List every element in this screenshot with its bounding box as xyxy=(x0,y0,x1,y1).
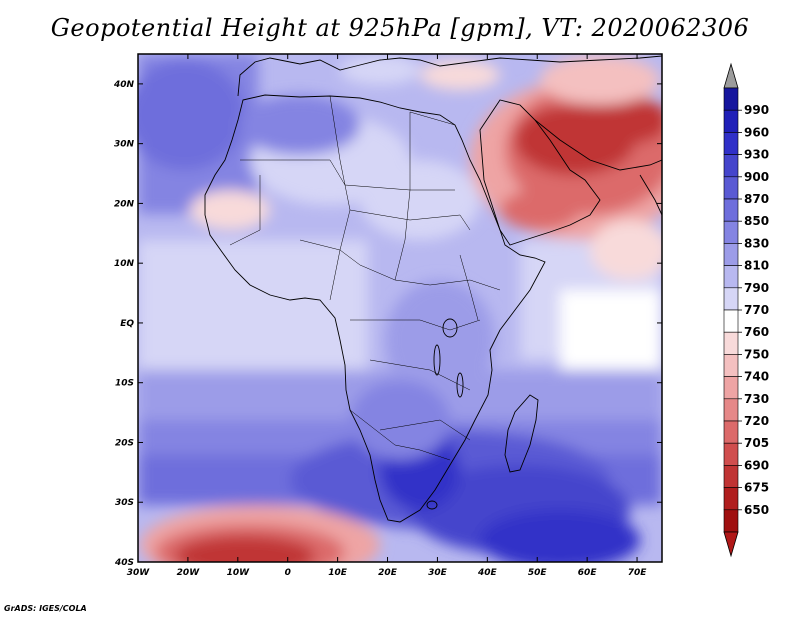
colorbar-label: 790 xyxy=(744,281,769,295)
europe-coastline xyxy=(237,55,662,97)
colorbar-swatch xyxy=(723,109,739,133)
colorbar-label: 730 xyxy=(744,392,769,406)
lakes xyxy=(426,318,464,510)
colorbar-swatch xyxy=(723,154,739,178)
lat-tick-label: 20N xyxy=(114,199,135,209)
colorbar-label: 650 xyxy=(744,503,769,517)
lon-tick-label: 70E xyxy=(628,568,648,578)
colorbar-label: 990 xyxy=(744,103,769,117)
lon-tick-label: 10E xyxy=(328,568,348,578)
lon-tick-label: 30W xyxy=(127,568,151,578)
lat-tick-label: EQ xyxy=(120,319,134,329)
colorbar-swatch xyxy=(723,265,739,289)
colorbar-label: 705 xyxy=(744,436,769,450)
colorbar-swatch xyxy=(723,420,739,444)
colorbar: 990 960 930 900 870 850 830 810 790 770 760 750 740 7… xyxy=(723,62,769,558)
colorbar-label: 900 xyxy=(744,170,769,184)
colorbar-label: 870 xyxy=(744,192,769,206)
madagascar-coastline xyxy=(504,394,539,473)
lon-tick-label: 50E xyxy=(528,568,548,578)
colorbar-swatch xyxy=(723,354,739,377)
colorbar-label: 720 xyxy=(744,414,769,428)
coastlines xyxy=(204,55,662,523)
lat-tick-label: 10N xyxy=(114,259,135,269)
colorbar-swatch xyxy=(723,509,739,533)
colorbar-label: 770 xyxy=(744,303,769,317)
colorbar-label: 760 xyxy=(744,325,769,339)
africa-coastline xyxy=(204,94,546,523)
colorbar-swatch xyxy=(723,376,739,400)
lon-tick-label: 0 xyxy=(285,568,291,578)
colorbar-under-triangle xyxy=(723,531,739,558)
colorbar-label: 740 xyxy=(744,370,769,384)
colorbar-swatch xyxy=(723,287,739,311)
colorbar-swatch xyxy=(723,176,739,200)
colorbar-swatch xyxy=(723,487,739,511)
lat-ticks: 40S 30S 20S 10S EQ 10N 20N 30N 40N xyxy=(113,80,662,568)
colorbar-label: 960 xyxy=(744,125,769,139)
colorbar-swatch xyxy=(723,132,739,155)
colorbar-label: 850 xyxy=(744,214,769,228)
lon-tick-label: 60E xyxy=(578,568,598,578)
colorbar-swatch xyxy=(723,198,739,222)
colorbar-label: 690 xyxy=(744,458,769,472)
map-frame xyxy=(137,53,663,563)
lon-tick-label: 20W xyxy=(177,568,201,578)
lat-tick-label: 20S xyxy=(115,438,134,448)
colorbar-label: 930 xyxy=(744,148,769,162)
colorbar-label: 750 xyxy=(744,347,769,361)
lat-tick-label: 30S xyxy=(115,498,134,508)
colorbar-swatch xyxy=(723,220,739,244)
iran-coast xyxy=(534,119,662,171)
colorbar-swatch xyxy=(723,465,739,488)
colorbar-label: 810 xyxy=(744,259,769,273)
colorbar-over-triangle xyxy=(723,62,739,89)
colorbar-swatch xyxy=(723,309,739,333)
colorbar-swatch xyxy=(723,442,739,466)
colorbar-label: 830 xyxy=(744,236,769,250)
colorbar-label: 675 xyxy=(744,481,769,495)
colorbar-swatch xyxy=(723,87,739,111)
grads-credit: GrADS: IGES/COLA xyxy=(4,604,87,613)
lon-tick-label: 10W xyxy=(227,568,251,578)
colorbar-swatch xyxy=(723,398,739,422)
lat-tick-label: 40N xyxy=(113,80,135,90)
lat-tick-label: 10S xyxy=(115,379,134,389)
country-borders xyxy=(229,95,501,461)
lon-tick-label: 20E xyxy=(378,568,398,578)
colorbar-swatch xyxy=(723,331,739,355)
lon-tick-label: 30E xyxy=(428,568,448,578)
lon-ticks: 30W 20W 10W 0 10E 20E 30E 40E 50E 60E 70E xyxy=(127,54,647,578)
lon-tick-label: 40E xyxy=(477,568,498,578)
height-field xyxy=(138,54,662,562)
lat-tick-label: 30N xyxy=(114,140,135,150)
colorbar-swatch xyxy=(723,243,739,266)
india-coast xyxy=(639,174,662,216)
arabia-coastline xyxy=(479,99,601,246)
map-plot-area xyxy=(138,54,662,562)
lat-tick-label: 40S xyxy=(114,558,134,568)
map-title: Geopotential Height at 925hPa [gpm], VT:… xyxy=(50,14,750,42)
